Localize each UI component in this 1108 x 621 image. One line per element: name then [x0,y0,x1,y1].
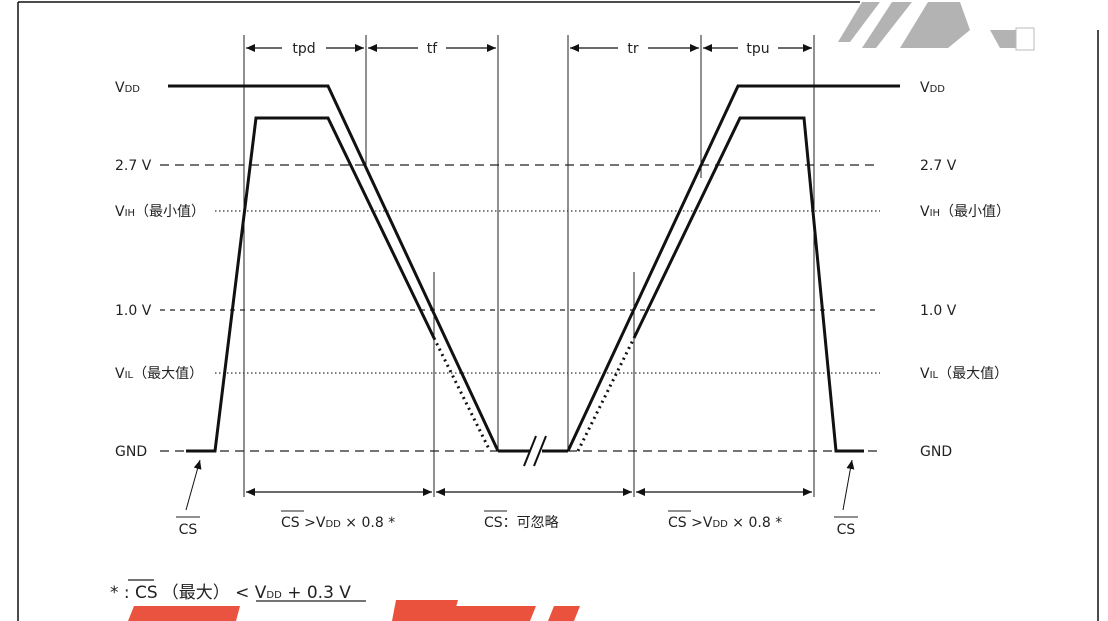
left-label-vdd: VDD [115,80,140,96]
cs-waveform-left [186,116,436,453]
right-label-gnd: GND [920,444,952,460]
label-tpd: tpd [292,41,315,57]
watermark-top-right [838,2,1032,48]
right-label-2-7v: 2.7 V [920,158,957,174]
left-label-vih: VIH（最小值） [115,204,205,220]
right-label-1v: 1.0 V [920,303,957,319]
left-label-2-7v: 2.7 V [115,158,152,174]
cs-waveform-right [632,116,864,453]
right-label-vdd: VDD [920,80,945,96]
cs-label-right: CS [837,522,856,538]
time-break-mark-2 [533,435,547,467]
left-label-1v: 1.0 V [115,303,152,319]
left-label-vil: VIL（最大值） [115,366,203,382]
region-label-cs-high-left: CS >VDD × 0.8 * [281,515,395,531]
cs-waveform-right-dotted [576,337,636,452]
label-tpu: tpu [746,41,769,57]
label-tf: tf [427,41,438,57]
vdd-waveform-rise [566,84,900,452]
time-break-mark-1 [523,435,537,467]
cs-pointer-right [842,459,855,511]
footnote: * : CS （最大） < VDD + 0.3 V [110,583,351,603]
left-label-gnd: GND [115,444,147,460]
cs-pointer-left [185,459,202,511]
region-label-cs-high-right: CS >VDD × 0.8 * [668,515,782,531]
right-label-vih: VIH（最小值） [920,204,1010,220]
label-tr: tr [627,41,638,57]
cs-waveform-left-dotted [432,337,492,452]
cs-label-left: CS [179,522,198,538]
watermark-bottom [128,600,580,621]
watermark-box [1015,27,1035,51]
right-label-vil: VIL（最大值） [920,366,1008,382]
region-label-cs-ignore: CS：可忽略 [484,515,559,531]
vdd-waveform-fall [168,84,500,452]
